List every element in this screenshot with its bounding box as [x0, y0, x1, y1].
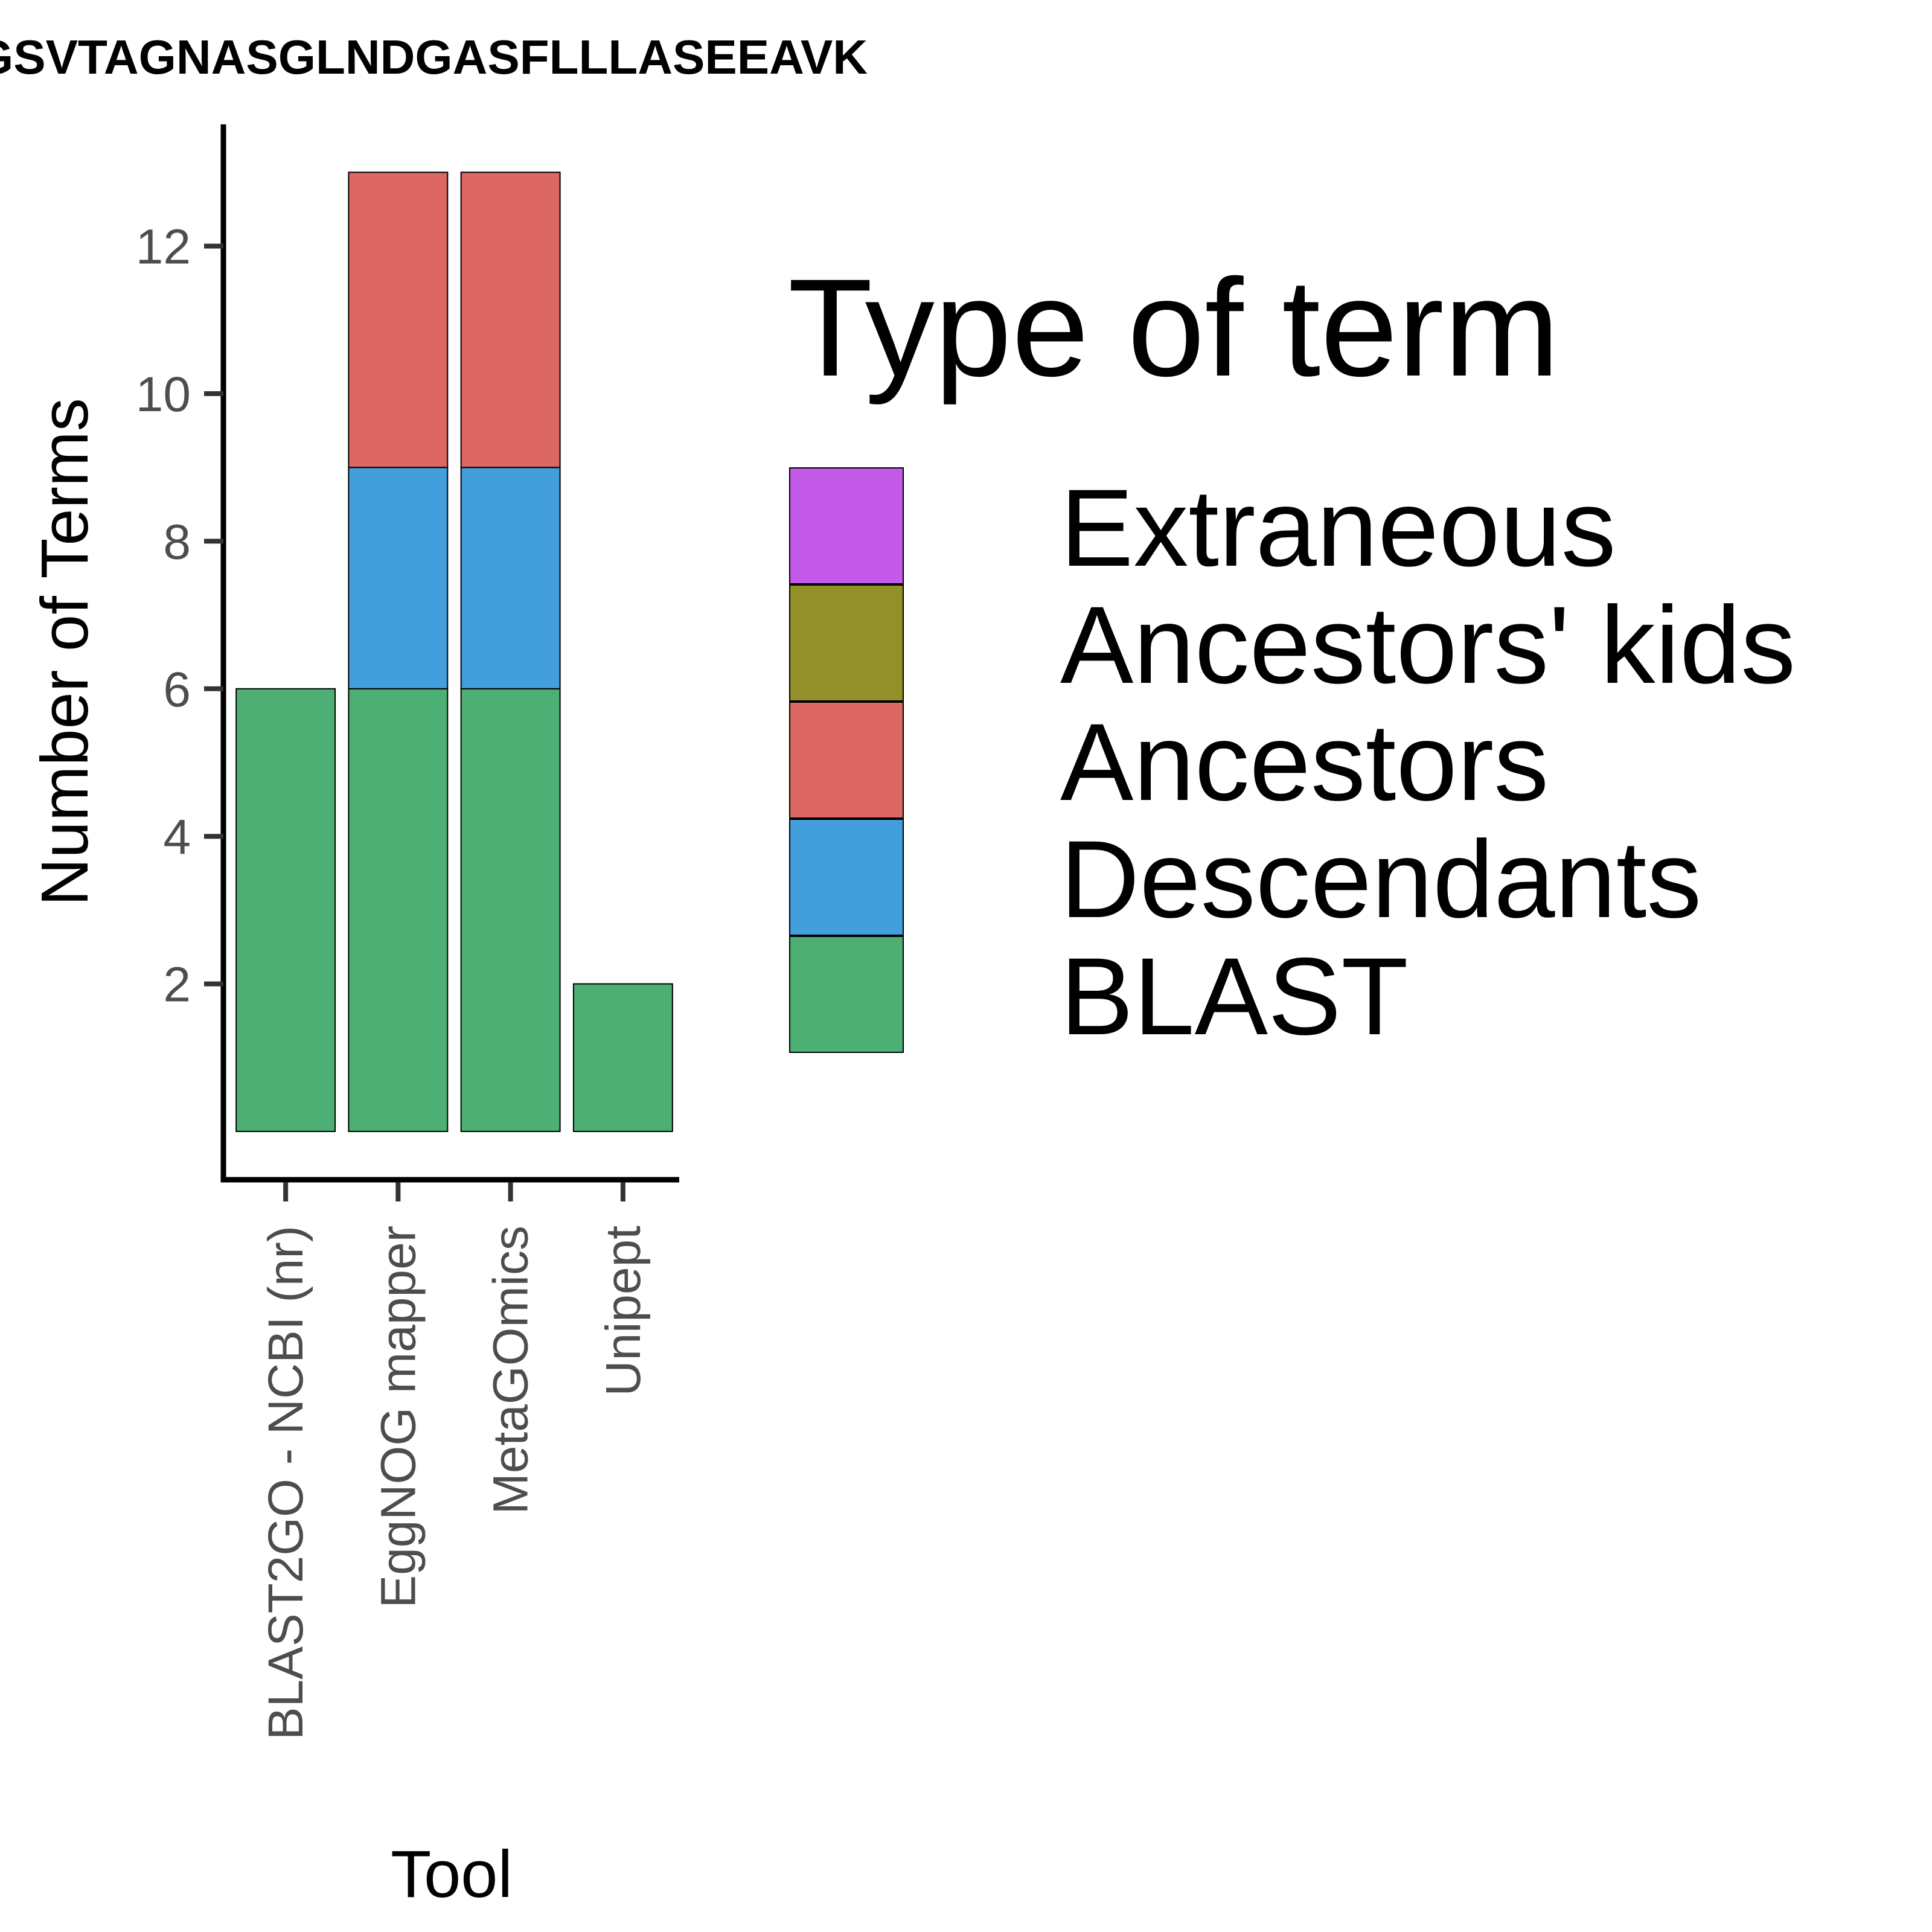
- y-axis-title: Number of Terms: [28, 398, 102, 906]
- bar-blast-3: [460, 688, 561, 1133]
- y-tick-label: 12: [136, 220, 191, 275]
- legend-label: BLAST: [1060, 935, 1409, 1058]
- legend-label: Extraneous: [1060, 466, 1616, 589]
- chart-title: GSVTAGNASGLNDGASFLLLASEEAVK: [0, 30, 868, 84]
- legend-label: Ancestors: [1060, 700, 1549, 824]
- bar-descendants-2: [348, 467, 449, 689]
- legend-label: Descendants: [1060, 817, 1701, 941]
- x-tick-label: EggNOG mapper: [371, 1226, 426, 1608]
- legend-title: Type of term: [788, 250, 1559, 405]
- y-tick-label: 4: [163, 810, 191, 865]
- bar-blast-4: [572, 983, 673, 1132]
- bar-blast-1: [235, 688, 336, 1133]
- legend-key-descendants: [789, 819, 904, 936]
- bar-blast-2: [348, 688, 449, 1133]
- legend-key-ancestors-kids: [789, 584, 904, 702]
- x-axis-title: Tool: [391, 1837, 513, 1911]
- y-tick-label: 10: [136, 367, 191, 422]
- x-tick-label: Unipept: [596, 1226, 651, 1396]
- x-ticks: BLAST2GO - NCBI (nr) EggNOG mapper MetaGOm…: [258, 1182, 651, 1740]
- y-tick-label: 2: [163, 958, 191, 1012]
- legend-label: Ancestors' kids: [1060, 583, 1796, 706]
- x-tick-label: BLAST2GO - NCBI (nr): [258, 1226, 313, 1740]
- bar-ancestors-2: [348, 171, 449, 469]
- y-tick-label: 6: [163, 662, 191, 717]
- legend-key-ancestors: [789, 702, 904, 819]
- legend-key-blast: [789, 936, 904, 1053]
- bar-descendants-3: [460, 467, 561, 689]
- bar-ancestors-3: [460, 171, 561, 469]
- y-tick-label: 8: [163, 514, 191, 569]
- legend-key-extraneous: [789, 467, 904, 584]
- y-ticks: 2 4 6 8 10 12: [136, 220, 223, 1012]
- x-tick-label: MetaGOmics: [484, 1226, 539, 1514]
- bars: [235, 171, 673, 1133]
